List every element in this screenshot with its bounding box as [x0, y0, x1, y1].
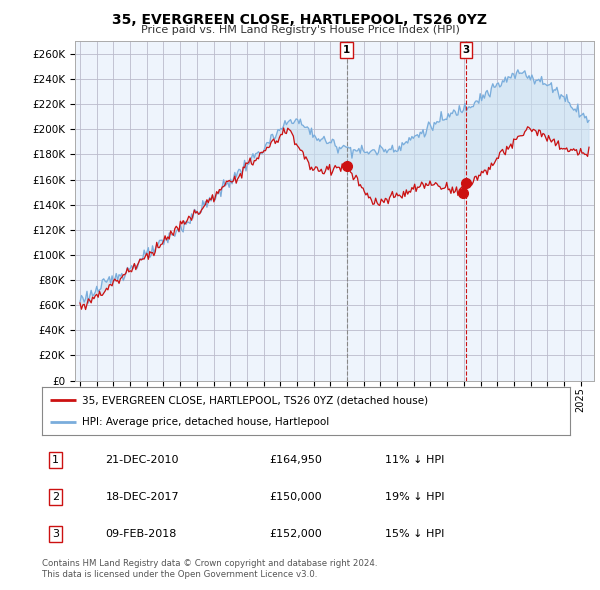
Text: 1: 1: [343, 45, 350, 55]
Text: This data is licensed under the Open Government Licence v3.0.: This data is licensed under the Open Gov…: [42, 571, 317, 579]
Text: 11% ↓ HPI: 11% ↓ HPI: [385, 455, 445, 466]
Text: 09-FEB-2018: 09-FEB-2018: [106, 529, 177, 539]
Text: Contains HM Land Registry data © Crown copyright and database right 2024.: Contains HM Land Registry data © Crown c…: [42, 559, 377, 568]
Text: 35, EVERGREEN CLOSE, HARTLEPOOL, TS26 0YZ (detached house): 35, EVERGREEN CLOSE, HARTLEPOOL, TS26 0Y…: [82, 395, 428, 405]
Text: 3: 3: [52, 529, 59, 539]
Text: 15% ↓ HPI: 15% ↓ HPI: [385, 529, 445, 539]
Text: £150,000: £150,000: [269, 492, 322, 502]
Text: Price paid vs. HM Land Registry's House Price Index (HPI): Price paid vs. HM Land Registry's House …: [140, 25, 460, 35]
Text: 3: 3: [462, 45, 469, 55]
Text: £152,000: £152,000: [269, 529, 322, 539]
Text: 21-DEC-2010: 21-DEC-2010: [106, 455, 179, 466]
Text: £164,950: £164,950: [269, 455, 322, 466]
Text: HPI: Average price, detached house, Hartlepool: HPI: Average price, detached house, Hart…: [82, 417, 329, 427]
Text: 35, EVERGREEN CLOSE, HARTLEPOOL, TS26 0YZ: 35, EVERGREEN CLOSE, HARTLEPOOL, TS26 0Y…: [113, 13, 487, 27]
Text: 18-DEC-2017: 18-DEC-2017: [106, 492, 179, 502]
Text: 19% ↓ HPI: 19% ↓ HPI: [385, 492, 445, 502]
Text: 2: 2: [52, 492, 59, 502]
Text: 1: 1: [52, 455, 59, 466]
